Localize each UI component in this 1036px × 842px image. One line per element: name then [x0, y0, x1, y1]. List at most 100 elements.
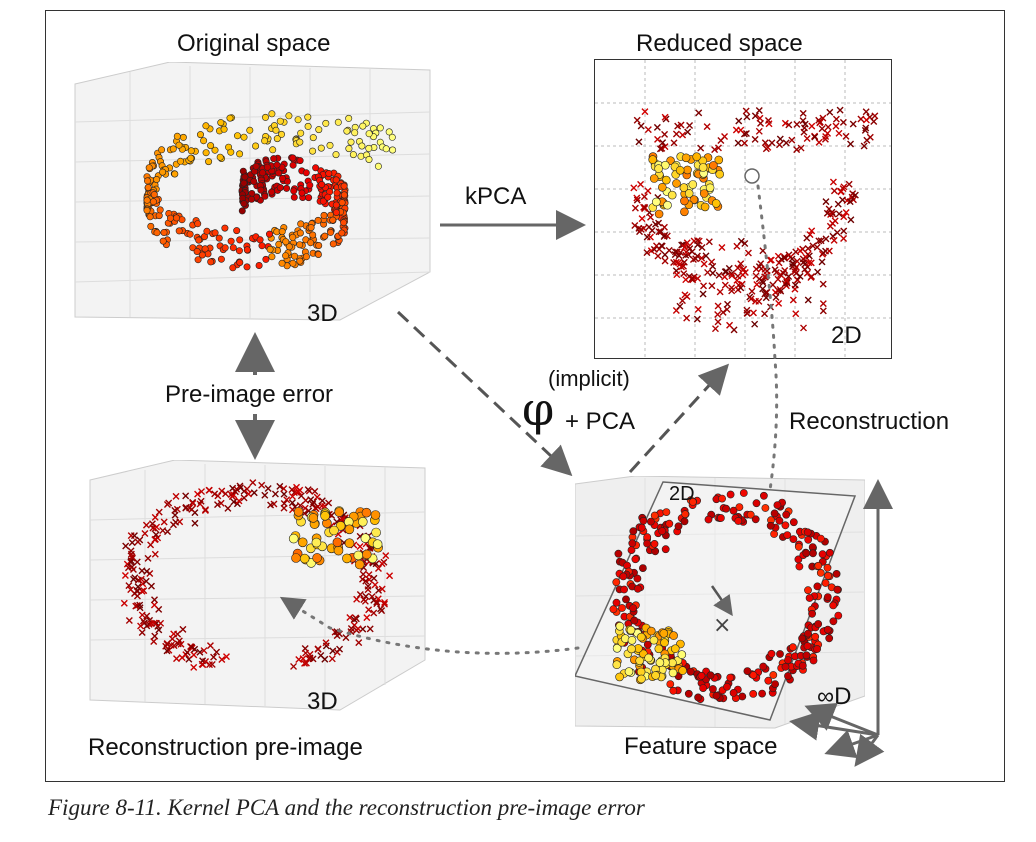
point-marker: [371, 527, 381, 538]
cross-marker: [808, 227, 816, 235]
point-marker: [667, 190, 677, 200]
cross-marker: [138, 629, 146, 637]
point-marker: [201, 245, 209, 253]
cross-marker: [807, 259, 815, 267]
point-marker: [322, 119, 330, 127]
point-marker: [351, 129, 359, 137]
point-marker: [615, 672, 624, 682]
cross-marker: [151, 632, 159, 640]
cross-marker: [737, 284, 745, 292]
cross-marker: [359, 575, 367, 583]
point-marker: [766, 521, 775, 530]
cross-marker: [675, 259, 683, 267]
point-marker: [229, 244, 237, 252]
cross-marker: [261, 491, 269, 499]
point-marker: [147, 222, 155, 230]
feature-points: [609, 489, 843, 703]
cross-marker: [631, 204, 639, 212]
point-marker: [813, 645, 821, 653]
point-marker: [749, 671, 758, 679]
point-marker: [202, 122, 210, 130]
point-marker: [784, 656, 792, 664]
point-marker: [275, 240, 283, 248]
cross-marker: [742, 107, 750, 115]
cross-marker: [680, 258, 688, 266]
point-marker: [338, 199, 346, 207]
cross-marker: [139, 617, 147, 625]
cross-marker: [759, 247, 767, 255]
cross-marker: [174, 630, 182, 638]
point-marker: [256, 236, 264, 244]
cross-marker: [775, 141, 783, 149]
cross-marker: [830, 187, 838, 195]
cross-marker: [177, 640, 185, 648]
cross-marker: [694, 275, 702, 282]
cross-marker: [792, 310, 800, 318]
point-marker: [672, 179, 681, 188]
cross-marker: [129, 566, 137, 574]
point-marker: [729, 688, 738, 697]
cross-marker: [240, 494, 248, 502]
cross-marker: [675, 252, 683, 260]
cross-marker: [644, 126, 652, 134]
point-marker: [273, 135, 281, 143]
cross-marker: [836, 106, 844, 114]
reduced-space-plot: [594, 59, 892, 359]
cross-marker: [378, 585, 386, 593]
point-marker: [681, 510, 690, 519]
cross-marker: [150, 601, 158, 609]
point-marker: [659, 629, 669, 638]
cross-marker: [302, 659, 310, 667]
cross-marker: [714, 310, 722, 318]
cross-marker: [290, 662, 298, 670]
point-marker: [306, 181, 314, 189]
cross-marker: [250, 489, 258, 497]
cross-marker: [818, 125, 826, 133]
point-marker: [211, 229, 219, 237]
point-marker: [333, 545, 344, 556]
cross-marker: [673, 271, 681, 279]
point-marker: [269, 146, 277, 154]
cross-marker: [677, 121, 685, 129]
point-marker: [296, 157, 304, 165]
cross-marker: [815, 116, 823, 124]
cross-marker: [218, 487, 226, 495]
point-marker: [637, 632, 646, 642]
point-marker: [663, 200, 672, 210]
point-marker: [241, 173, 249, 181]
point-marker: [309, 134, 317, 142]
cross-marker: [142, 521, 150, 529]
cross-marker: [819, 307, 827, 315]
point-marker: [263, 163, 271, 171]
point-marker: [314, 216, 322, 224]
cross-marker: [170, 642, 178, 650]
point-marker: [630, 616, 639, 625]
cross-marker: [728, 272, 736, 280]
point-marker: [240, 200, 248, 208]
point-marker: [338, 229, 346, 237]
cross-marker: [188, 643, 196, 651]
point-marker: [803, 642, 812, 650]
cross-marker: [128, 539, 136, 547]
point-marker: [619, 572, 628, 581]
point-marker: [629, 604, 637, 613]
cross-marker: [141, 529, 149, 537]
point-marker: [649, 174, 659, 183]
point-marker: [637, 523, 646, 532]
point-marker: [143, 196, 151, 204]
point-marker: [296, 241, 304, 249]
cross-marker: [200, 647, 208, 655]
cross-marker: [800, 324, 808, 332]
point-marker: [798, 634, 806, 643]
cross-marker: [761, 139, 769, 147]
cross-marker: [779, 269, 787, 277]
cross-marker: [684, 128, 692, 136]
point-marker: [759, 491, 768, 500]
point-marker: [236, 259, 244, 267]
point-marker: [285, 112, 293, 120]
cross-marker: [637, 122, 645, 130]
cross-marker: [171, 506, 179, 514]
cross-marker: [715, 271, 723, 279]
point-marker: [211, 146, 219, 154]
cross-marker: [120, 599, 128, 607]
